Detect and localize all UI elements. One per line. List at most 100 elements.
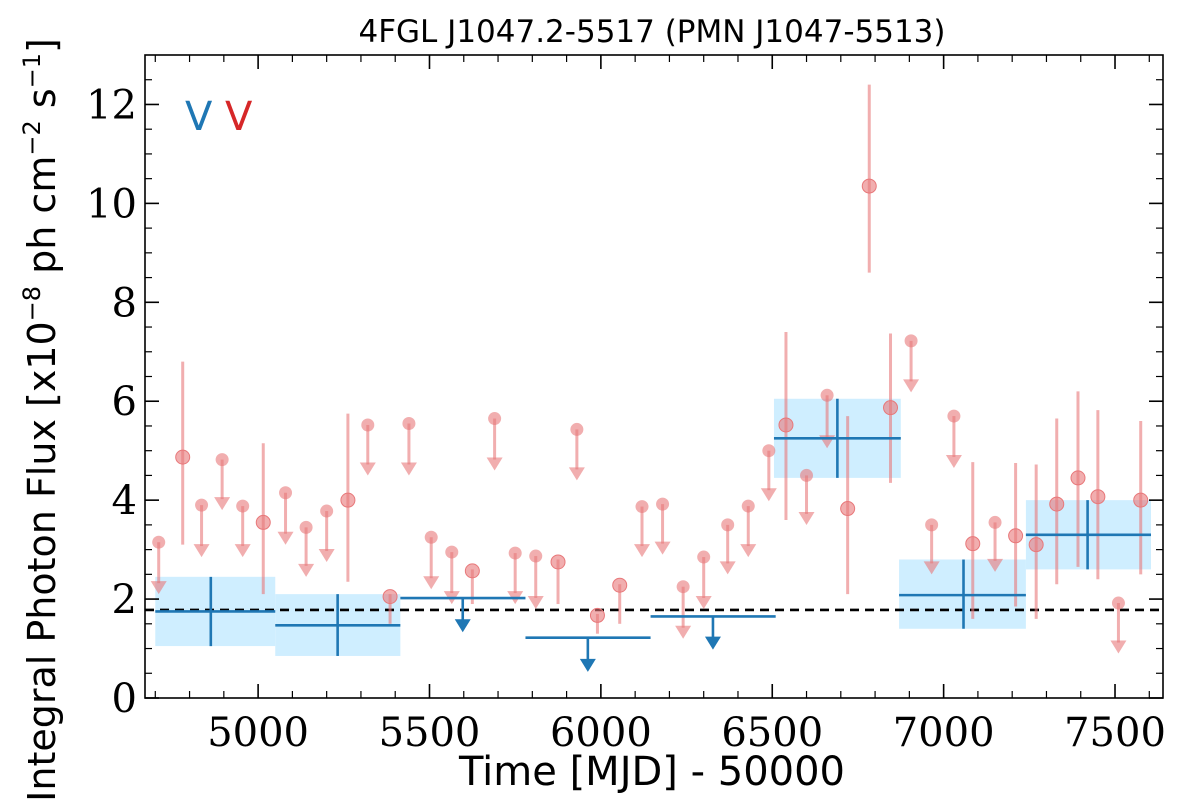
y-axis-label: Integral Photon Flux [x10−8 ph cm−2 s−1] [18, 38, 64, 800]
x-tick-label: 5000 [207, 710, 309, 756]
fine-bin-ul-point [508, 546, 522, 560]
axis-ticks [145, 55, 1163, 699]
fine-bin-ul-arrow [486, 457, 503, 471]
x-tick-label: 6000 [550, 710, 652, 756]
fine-bin-ul-arrow [798, 511, 815, 525]
fine-bin-point [965, 536, 981, 552]
y-tick-label: 2 [112, 577, 137, 623]
fine-bin-point [883, 400, 899, 416]
fine-bin-ul-arrow [298, 563, 315, 577]
fine-bin-ul-point [820, 388, 834, 402]
legend-marker-coarse: V [185, 94, 213, 140]
y-tick-label: 10 [86, 181, 137, 227]
fine-bin-point [612, 577, 628, 593]
x-tick-labels: 5000 5500 6000 6500 7000 7500 [207, 710, 1166, 756]
fine-bin-point [1008, 528, 1024, 544]
fine-bin-ul-point [904, 334, 918, 348]
fine-bin-point [1028, 537, 1044, 553]
y-tick-label: 12 [86, 82, 137, 128]
coarse-bin-ul-arrow [454, 619, 471, 633]
fine-bin-ul-point [697, 550, 711, 564]
fine-bin-point [382, 589, 398, 605]
fine-bin-ul-arrow [675, 625, 692, 639]
fine-bin-ul-point [320, 504, 334, 518]
fine-bin-point [1090, 489, 1106, 505]
fine-bin-ul-point [195, 498, 209, 512]
fine-bin-point [589, 607, 605, 623]
fine-bin-ul-arrow [234, 544, 251, 558]
fine-bin-ul-arrow [719, 561, 736, 575]
fine-bin-ul-point [488, 412, 502, 426]
fine-bin-ul-point [721, 518, 735, 532]
fine-bin-ul-arrow [359, 462, 376, 476]
fine-bin-ul-arrow [760, 488, 777, 502]
fine-bin-point [1070, 470, 1086, 486]
fine-bin-ul-arrow [527, 596, 544, 610]
fine-bin-ul-point [299, 520, 313, 534]
legend: V V [185, 94, 253, 140]
y-tick-label: 6 [112, 379, 137, 425]
fine-bin-ul-arrow [423, 576, 440, 590]
fine-bin-points [150, 84, 1149, 654]
fine-bin-ul-arrow [740, 544, 757, 558]
fine-bin-ul-arrow [1110, 640, 1127, 654]
legend-marker-fine: V [225, 94, 253, 140]
y-tick-label: 0 [112, 676, 137, 722]
fine-bin-point [175, 449, 191, 465]
chart-title: 4FGL J1047.2-5517 (PMN J1047-5513) [358, 14, 945, 50]
fine-bin-ul-point [925, 518, 939, 532]
fine-bin-ul-arrow [318, 549, 335, 563]
fine-bin-point [340, 492, 356, 508]
fine-bin-ul-point [236, 499, 250, 513]
fine-bin-point [255, 514, 271, 530]
fine-bin-point [861, 178, 877, 194]
fine-bin-ul-arrow [568, 467, 585, 481]
fine-bin-ul-point [1111, 596, 1125, 610]
fine-bin-ul-arrow [214, 497, 231, 511]
x-tick-label: 6500 [721, 710, 823, 756]
fine-bin-point [778, 417, 794, 433]
fine-bin-ul-point [424, 530, 438, 544]
fine-bin-point [1133, 492, 1149, 508]
fine-bin-ul-point [152, 535, 166, 549]
y-tick-label: 8 [112, 280, 137, 326]
fine-bin-ul-point [570, 422, 584, 436]
fine-bin-ul-point [676, 580, 690, 594]
x-tick-label: 7000 [893, 710, 995, 756]
fine-bin-ul-point [361, 418, 375, 432]
fine-bin-ul-arrow [923, 561, 940, 575]
x-tick-label: 7500 [1064, 710, 1166, 756]
fine-bin-ul-point [741, 499, 755, 513]
fine-bin-ul-arrow [654, 541, 671, 555]
y-tick-labels: 0 2 4 6 8 10 12 [86, 82, 137, 722]
fine-bin-ul-point [988, 515, 1002, 529]
fine-bin-point [550, 554, 566, 570]
fine-bin-ul-arrow [634, 544, 651, 558]
fine-bin-ul-point [529, 549, 543, 563]
fine-bin-ul-arrow [945, 455, 962, 469]
fine-bin-point [464, 563, 480, 579]
y-tick-label: 4 [112, 478, 137, 524]
fine-bin-ul-point [215, 453, 229, 467]
fine-bin-ul-point [402, 416, 416, 430]
fine-bin-ul-arrow [987, 558, 1004, 572]
fine-bin-ul-arrow [695, 596, 712, 610]
fine-bin-ul-point [947, 409, 961, 423]
fine-bin-point [840, 501, 856, 517]
fine-bin-ul-point [800, 468, 814, 482]
fine-bin-ul-point [445, 545, 459, 559]
coarse-bin-points [155, 398, 1152, 672]
fine-bin-ul-point [635, 500, 649, 514]
fine-bin-ul-arrow [150, 581, 167, 595]
fine-bin-ul-point [279, 486, 293, 500]
coarse-bin-ul-arrow [704, 636, 721, 650]
coarse-bin-ul-arrow [579, 658, 596, 672]
fine-bin-ul-point [762, 444, 776, 458]
fine-bin-point [1049, 496, 1065, 512]
x-tick-label: 5500 [379, 710, 481, 756]
fine-bin-ul-arrow [277, 531, 294, 545]
fine-bin-ul-arrow [193, 544, 210, 558]
plot-frame [144, 54, 1164, 699]
x-axis-label: Time [MJD] - 50000 [458, 749, 845, 795]
